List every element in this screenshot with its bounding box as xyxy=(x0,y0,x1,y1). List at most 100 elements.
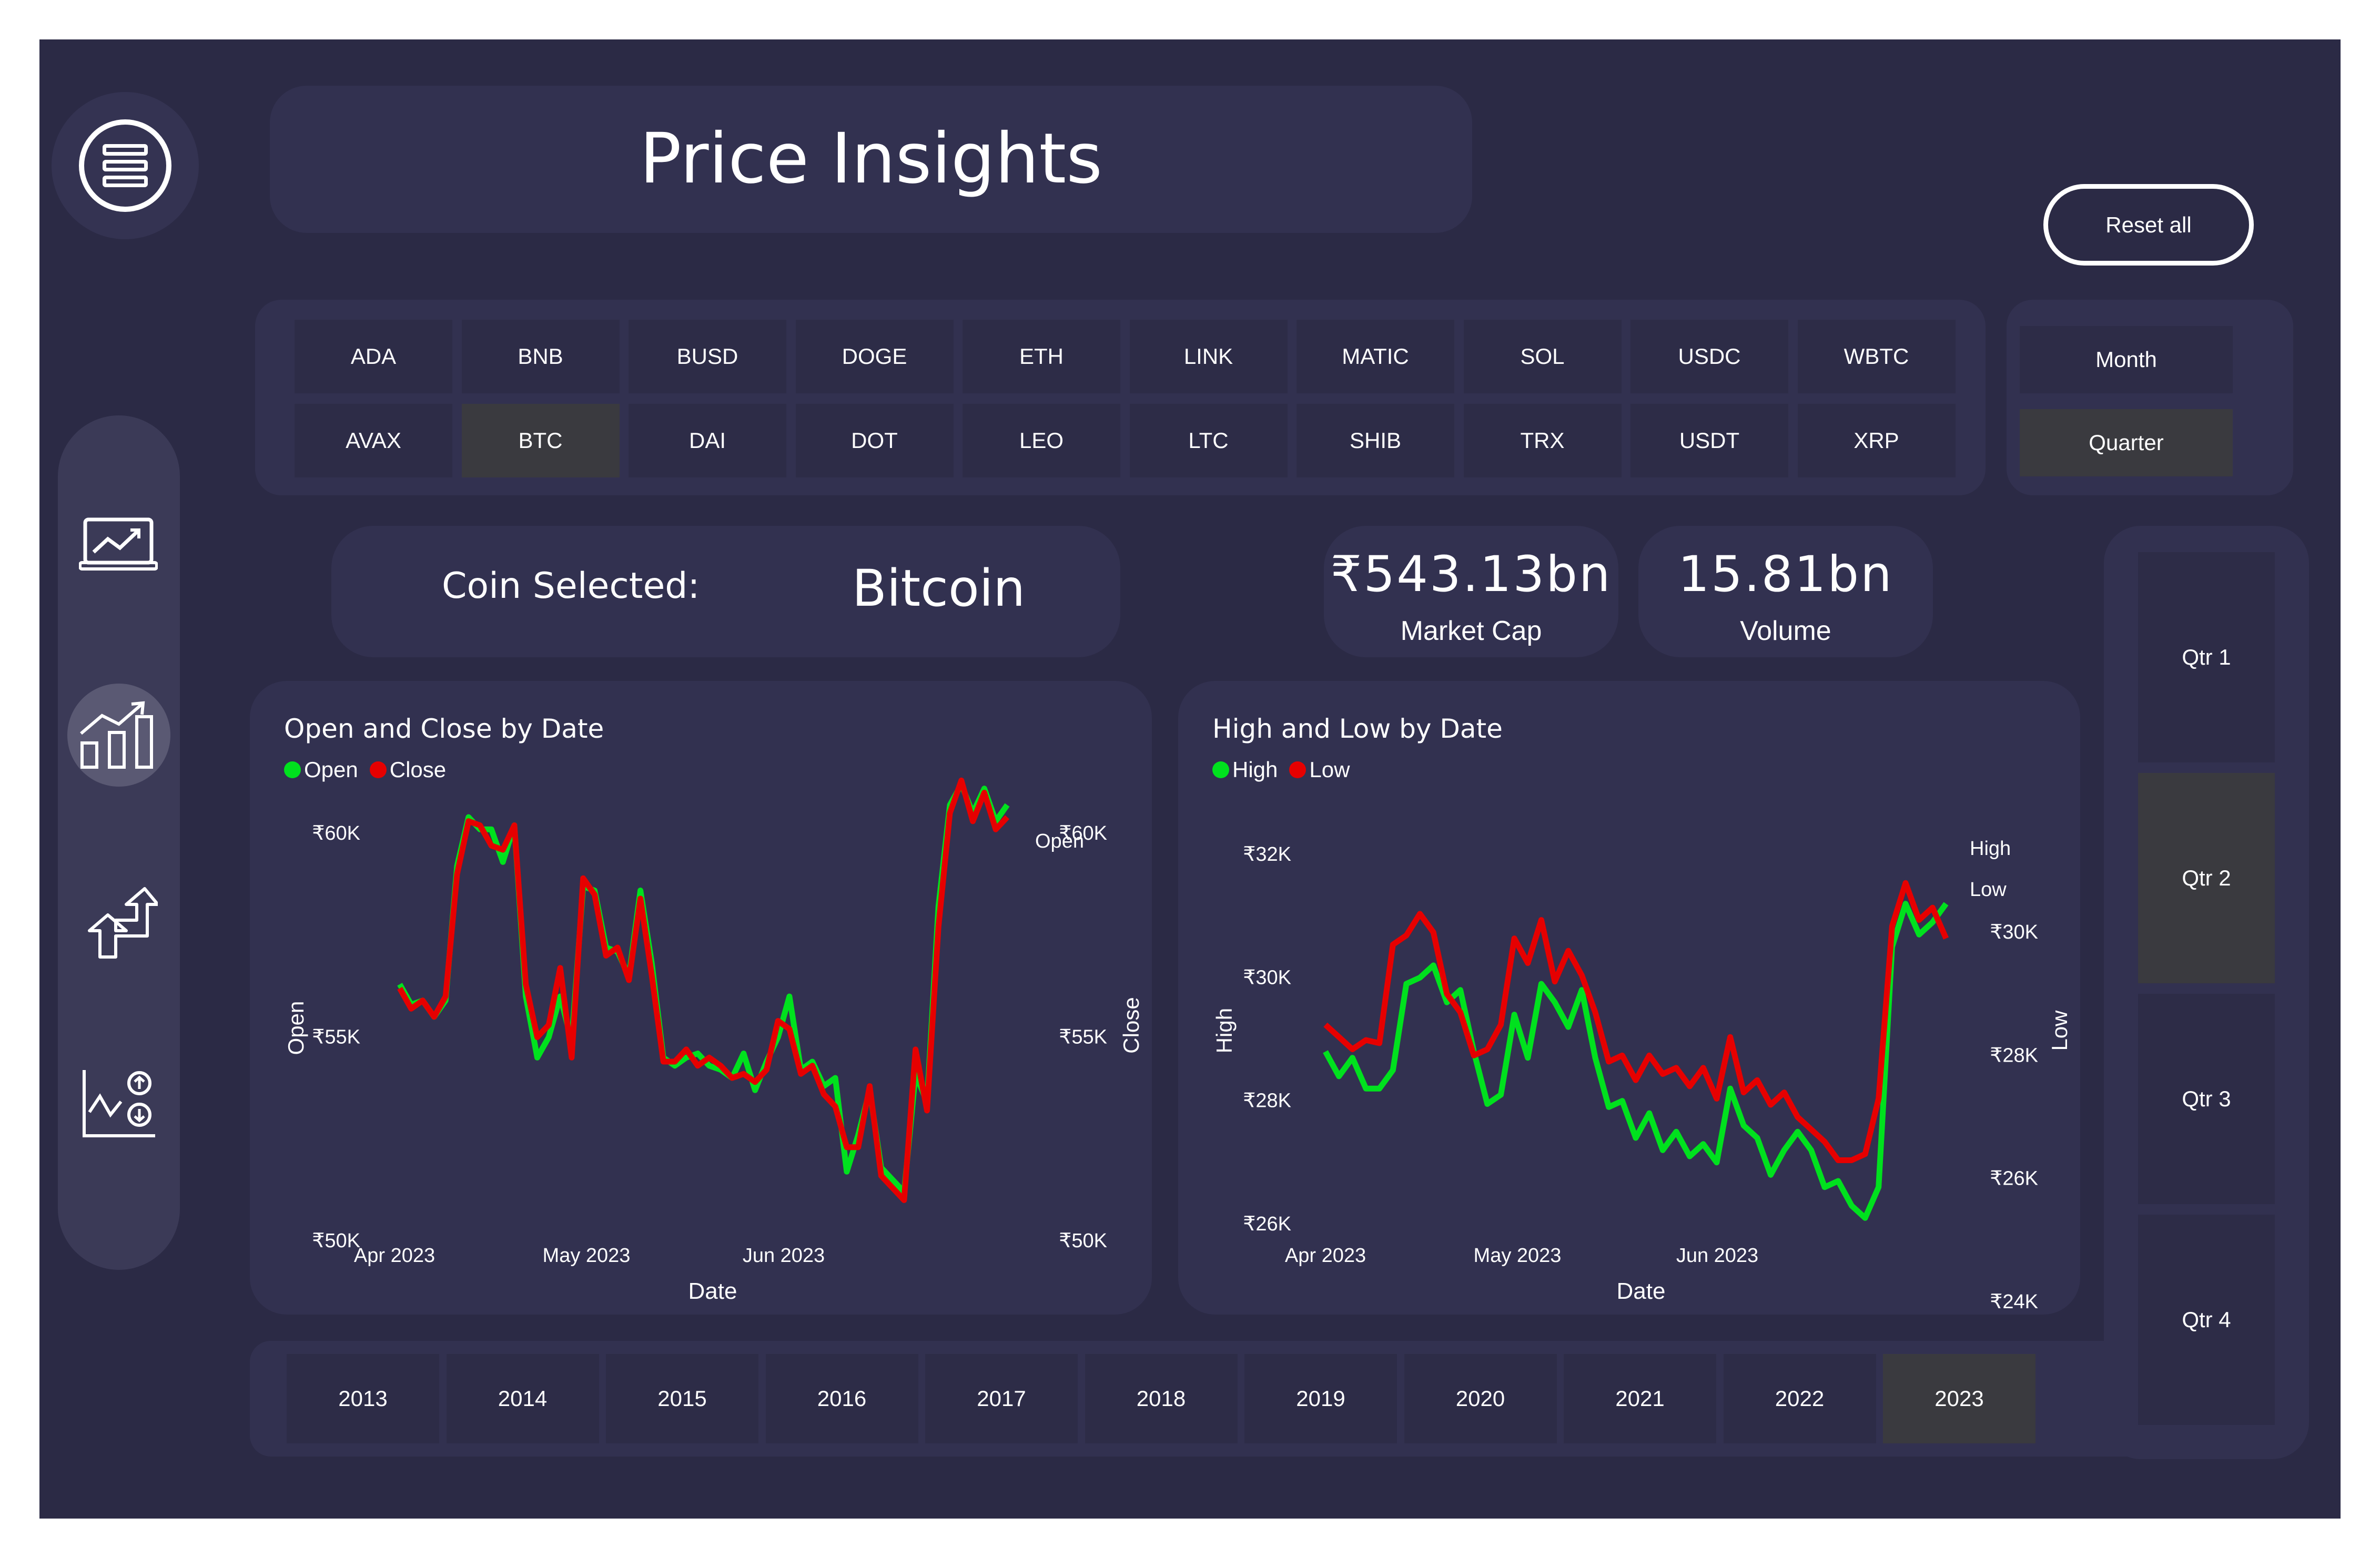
open-close-chart: Open and Close by Date Open Close ₹60K ₹5… xyxy=(250,681,1152,1315)
coin-option-wbtc[interactable]: WBTC xyxy=(1797,320,1956,393)
chart-title: Open and Close by Date xyxy=(284,714,604,744)
coin-option-doge[interactable]: DOGE xyxy=(795,320,954,393)
y-tick-left: ₹30K xyxy=(1243,966,1291,989)
year-option-2018[interactable]: 2018 xyxy=(1085,1354,1238,1443)
y-tick-left: ₹55K xyxy=(312,1026,360,1048)
x-tick: Jun 2023 xyxy=(743,1245,825,1267)
market-cap-card: ₹543.13bn Market Cap xyxy=(1324,526,1618,657)
year-option-2019[interactable]: 2019 xyxy=(1244,1354,1397,1443)
y-tick-right: ₹24K xyxy=(1990,1291,2038,1313)
coin-option-btc[interactable]: BTC xyxy=(461,404,620,477)
y-axis-label-right: Low xyxy=(2047,1010,2072,1051)
year-slicer: 2013 2014 2015 2016 2017 2018 2019 2020 2021 2022… xyxy=(250,1341,2280,1457)
y-axis-label-right: Close xyxy=(1119,997,1143,1053)
quarter-option-4[interactable]: Qtr 4 xyxy=(2138,1215,2275,1425)
x-axis-label: Date xyxy=(1617,1278,1666,1304)
year-option-2023[interactable]: 2023 xyxy=(1883,1354,2035,1443)
y-tick-left: ₹28K xyxy=(1243,1090,1291,1112)
coin-option-matic[interactable]: MATIC xyxy=(1297,320,1454,393)
y-tick-left: ₹50K xyxy=(312,1230,360,1252)
chart-legend: High Low xyxy=(1212,757,1361,782)
series-end-label: Open xyxy=(1035,830,1084,852)
page-title: Price Insights xyxy=(640,118,1102,199)
volume-value: 15.81bn xyxy=(1678,546,1893,603)
year-option-2022[interactable]: 2022 xyxy=(1723,1354,1876,1443)
coin-option-usdc[interactable]: USDC xyxy=(1630,320,1788,393)
coin-selected-label: Coin Selected: xyxy=(442,565,700,607)
chart-legend: Open Close xyxy=(284,757,458,782)
period-option-month[interactable]: Month xyxy=(2020,326,2233,393)
reset-all-button[interactable]: Reset all xyxy=(2043,184,2254,266)
year-option-2014[interactable]: 2014 xyxy=(446,1354,599,1443)
x-tick: Jun 2023 xyxy=(1676,1245,1758,1267)
y-tick-right: ₹28K xyxy=(1990,1044,2038,1066)
x-tick: May 2023 xyxy=(1474,1245,1562,1267)
coin-option-busd[interactable]: BUSD xyxy=(629,320,786,393)
y-axis-label-left: High xyxy=(1212,1008,1237,1053)
y-tick-left: ₹26K xyxy=(1243,1213,1291,1235)
coin-option-trx[interactable]: TRX xyxy=(1463,404,1622,477)
period-option-quarter[interactable]: Quarter xyxy=(2020,409,2233,476)
menu-icon xyxy=(79,119,171,212)
year-option-2015[interactable]: 2015 xyxy=(606,1354,758,1443)
coin-option-leo[interactable]: LEO xyxy=(963,404,1120,477)
period-slicer: Month Quarter xyxy=(2007,300,2293,495)
line-chart-icon[interactable] xyxy=(79,505,158,584)
legend-item-close[interactable]: Close xyxy=(369,757,446,782)
market-cap-label: Market Cap xyxy=(1400,616,1542,646)
series-line-low xyxy=(1323,880,1949,1163)
bar-chart-icon[interactable] xyxy=(67,684,170,787)
year-option-2021[interactable]: 2021 xyxy=(1564,1354,1716,1443)
coin-option-bnb[interactable]: BNB xyxy=(461,320,620,393)
coin-option-dot[interactable]: DOT xyxy=(795,404,954,477)
year-option-2016[interactable]: 2016 xyxy=(765,1354,918,1443)
coin-option-sol[interactable]: SOL xyxy=(1463,320,1622,393)
y-tick-left: ₹32K xyxy=(1243,843,1291,865)
quarter-option-1[interactable]: Qtr 1 xyxy=(2138,552,2275,762)
legend-item-open[interactable]: Open xyxy=(284,757,358,782)
y-axis-label-left: Open xyxy=(283,1001,308,1055)
coin-option-ada[interactable]: ADA xyxy=(295,320,452,393)
x-tick: Apr 2023 xyxy=(1285,1245,1366,1267)
coin-option-xrp[interactable]: XRP xyxy=(1797,404,1956,477)
volume-card: 15.81bn Volume xyxy=(1638,526,1933,657)
title-panel: Price Insights xyxy=(270,86,1472,233)
series-end-label-low: Low xyxy=(1970,879,2007,901)
coin-option-usdt[interactable]: USDT xyxy=(1630,404,1788,477)
coin-selected-value: Bitcoin xyxy=(852,559,1026,618)
legend-item-low[interactable]: Low xyxy=(1289,757,1350,782)
x-tick: Apr 2023 xyxy=(354,1245,435,1267)
year-option-2020[interactable]: 2020 xyxy=(1404,1354,1557,1443)
y-tick-right: ₹55K xyxy=(1059,1026,1107,1048)
y-tick-right: ₹26K xyxy=(1990,1168,2038,1190)
quarter-option-2[interactable]: Qtr 2 xyxy=(2138,773,2275,983)
x-tick: May 2023 xyxy=(543,1245,631,1267)
swap-arrows-icon[interactable] xyxy=(79,883,158,962)
quarter-option-3[interactable]: Qtr 3 xyxy=(2138,994,2275,1204)
coin-option-avax[interactable]: AVAX xyxy=(295,404,452,477)
x-axis-label: Date xyxy=(688,1278,737,1304)
quarter-slicer: Qtr 1 Qtr 2 Qtr 3 Qtr 4 xyxy=(2104,526,2309,1459)
y-tick-left: ₹60K xyxy=(312,822,360,844)
y-tick-right: ₹30K xyxy=(1990,921,2038,943)
menu-button[interactable] xyxy=(52,92,199,239)
series-line-high xyxy=(1323,901,1949,1221)
legend-item-high[interactable]: High xyxy=(1212,757,1278,782)
year-option-2013[interactable]: 2013 xyxy=(287,1354,439,1443)
coin-option-dai[interactable]: DAI xyxy=(629,404,786,477)
chart-title: High and Low by Date xyxy=(1212,714,1503,744)
year-option-2017[interactable]: 2017 xyxy=(925,1354,1078,1443)
coin-option-shib[interactable]: SHIB xyxy=(1297,404,1454,477)
coin-option-link[interactable]: LINK xyxy=(1129,320,1288,393)
coin-selected-card: Coin Selected: Bitcoin xyxy=(331,526,1120,657)
coin-option-eth[interactable]: ETH xyxy=(963,320,1120,393)
dashboard-canvas: Price Insights Reset all ADA BNB BUSD DOGE E… xyxy=(39,39,2341,1519)
chart-plot: ₹32K ₹30K ₹28K ₹26K ₹30K ₹28K ₹26K ₹24K Apr 2023… xyxy=(1212,838,2072,1313)
coin-slicer: ADA BNB BUSD DOGE ETH LINK MATIC SOL USDC WBTC AVA… xyxy=(255,300,1986,495)
volume-label: Volume xyxy=(1740,616,1831,646)
coin-option-ltc[interactable]: LTC xyxy=(1129,404,1288,477)
scatter-chart-icon[interactable] xyxy=(79,1065,158,1144)
series-end-label-high: High xyxy=(1970,838,2011,860)
y-tick-right: ₹60K xyxy=(1059,822,1107,844)
